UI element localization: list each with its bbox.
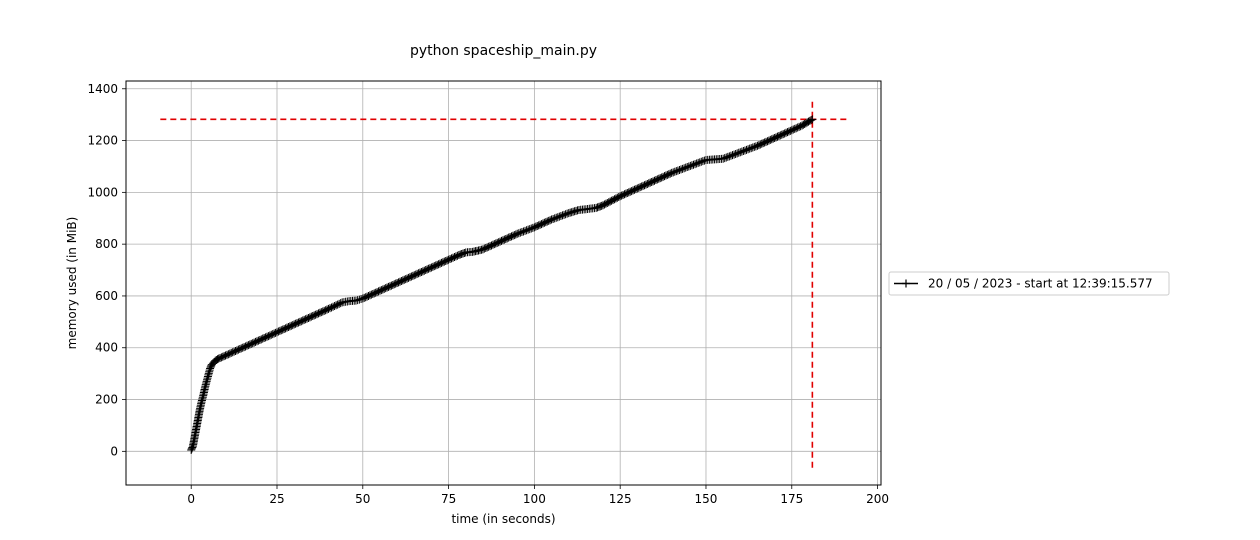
data-point: [353, 296, 362, 305]
x-tick-label: 75: [441, 492, 456, 506]
y-axis-label: memory used (in MiB): [65, 217, 79, 350]
x-axis-label: time (in seconds): [451, 512, 555, 526]
y-tick-label: 800: [95, 237, 118, 251]
y-tick-label: 600: [95, 289, 118, 303]
x-tick-label: 0: [187, 492, 195, 506]
x-tick-label: 150: [695, 492, 718, 506]
legend-marker-icon: [902, 279, 910, 288]
max-markers: [160, 101, 847, 469]
data-point: [355, 295, 364, 304]
y-axis: 0 200 400 600 800 1000 1200 1400: [87, 82, 126, 458]
data-point: [808, 115, 817, 124]
legend-entry: 20 / 05 / 2023 - start at 12:39:15.577: [928, 277, 1153, 291]
data-point: [351, 296, 360, 305]
x-tick-label: 175: [780, 492, 803, 506]
x-tick-label: 125: [609, 492, 632, 506]
series-polyline: [190, 118, 813, 451]
data-point: [807, 116, 816, 125]
y-tick-label: 1000: [87, 185, 118, 199]
data-point: [336, 299, 345, 308]
x-tick-label: 25: [269, 492, 284, 506]
series-line: [187, 115, 817, 455]
y-tick-label: 1400: [87, 82, 118, 96]
grid-lines: [126, 81, 881, 485]
y-tick-label: 0: [110, 444, 118, 458]
y-tick-label: 400: [95, 341, 118, 355]
y-tick-label: 1200: [87, 134, 118, 148]
legend: 20 / 05 / 2023 - start at 12:39:15.577: [888, 271, 1170, 296]
x-tick-label: 100: [523, 492, 546, 506]
x-tick-label: 50: [355, 492, 370, 506]
data-point: [700, 156, 709, 165]
legend-box: [888, 271, 1170, 296]
plot-area: [125, 80, 882, 486]
series-markers: [187, 115, 817, 455]
x-tick-label: 200: [866, 492, 889, 506]
chart-title: python spaceship_main.py: [410, 43, 597, 59]
y-tick-label: 200: [95, 393, 118, 407]
x-axis: 0 25 50 75 100 125 150 175 200: [187, 485, 889, 506]
